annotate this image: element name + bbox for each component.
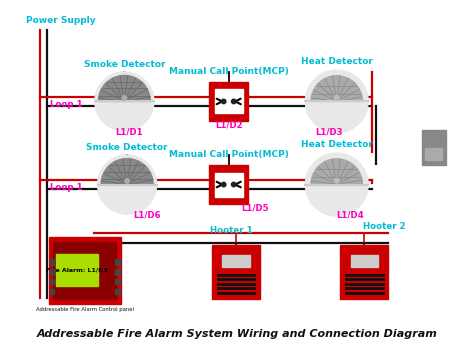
Circle shape [231,99,236,104]
Text: Heat Detector: Heat Detector [301,140,373,149]
Circle shape [334,178,339,183]
Bar [56,255,98,286]
Text: L1/D1: L1/D1 [115,127,143,136]
Bar [115,259,120,265]
Text: L1/D2: L1/D2 [215,120,243,129]
Text: Heat Detector: Heat Detector [301,57,373,66]
Circle shape [221,99,226,104]
Bar [49,237,121,304]
Text: Manual Call Point(MCP): Manual Call Point(MCP) [169,150,289,159]
Text: L1/D4: L1/D4 [337,211,365,219]
Text: Hooter 2: Hooter 2 [364,222,406,231]
Bar [50,279,54,285]
Circle shape [334,95,339,100]
Bar [50,289,54,295]
Wedge shape [98,76,150,101]
Bar [340,246,388,299]
Text: Fire Alarm: L1/D3: Fire Alarm: L1/D3 [46,268,108,273]
Circle shape [305,153,368,216]
Bar [50,269,54,275]
Text: L1/D5: L1/D5 [241,203,268,212]
Bar [422,130,446,165]
Wedge shape [311,159,363,184]
Bar [215,173,243,197]
Bar [115,279,120,285]
Circle shape [305,70,368,133]
Text: Addressable Fire Alarm System Wiring and Connection Diagram: Addressable Fire Alarm System Wiring and… [36,329,438,339]
Bar [210,82,248,121]
Text: Smoke Detector: Smoke Detector [86,143,168,152]
Bar [210,165,248,204]
Text: L1/D6: L1/D6 [134,211,161,219]
Bar [53,242,116,299]
Wedge shape [311,76,363,101]
Bar [222,255,250,267]
Circle shape [221,182,226,187]
Wedge shape [101,159,153,184]
Text: Manual Call Point(MCP): Manual Call Point(MCP) [169,67,289,76]
Circle shape [231,182,236,187]
Circle shape [125,179,129,183]
Bar [115,289,120,295]
Bar [50,259,54,265]
Text: Hooter 1: Hooter 1 [210,226,253,235]
Bar [215,90,243,113]
Bar [115,269,120,275]
Text: Smoke Detector: Smoke Detector [83,60,165,69]
Text: Loop 1: Loop 1 [50,100,82,109]
Text: L1/D3: L1/D3 [316,127,343,136]
Bar [212,246,260,299]
Text: Power Supply: Power Supply [26,16,95,25]
Bar [350,255,378,267]
Circle shape [95,72,154,131]
Circle shape [122,96,127,100]
Circle shape [98,155,157,214]
Bar [425,147,442,160]
Text: Loop 1: Loop 1 [50,183,82,192]
Text: Addressable Fire Alarm Control panel: Addressable Fire Alarm Control panel [36,308,134,312]
